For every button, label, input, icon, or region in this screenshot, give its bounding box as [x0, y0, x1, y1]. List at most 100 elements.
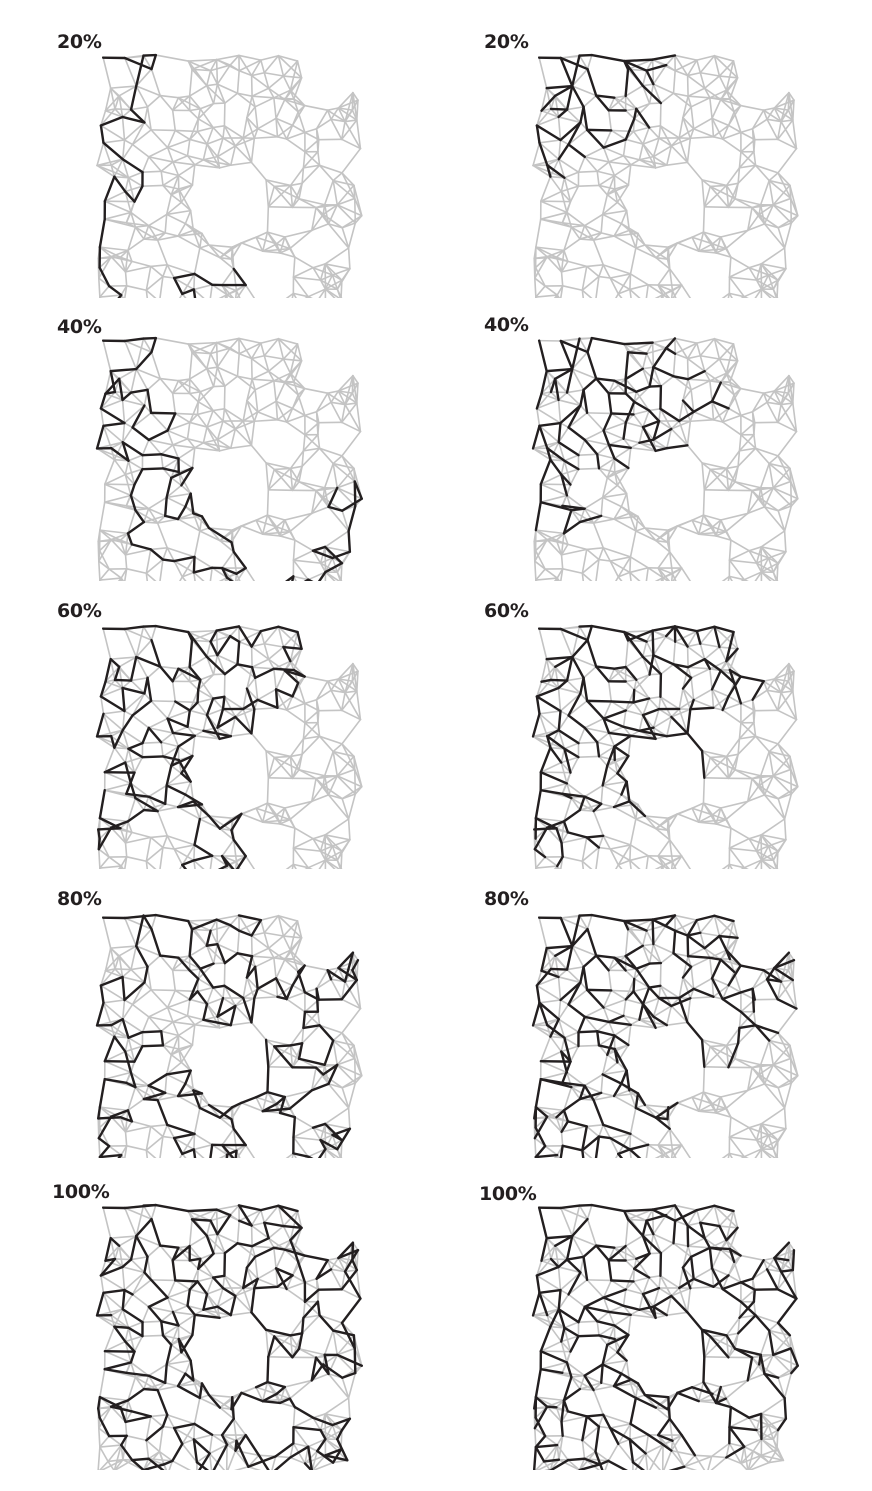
- network-edge: [713, 337, 739, 362]
- network-edge: [703, 184, 728, 208]
- network-edge: [193, 1148, 205, 1158]
- network-edge: [143, 232, 166, 240]
- network-edge: [701, 462, 728, 470]
- network-edge: [711, 519, 722, 528]
- network-edge: [240, 525, 264, 535]
- network-edge: [579, 238, 595, 241]
- highlighted-edge: [121, 441, 144, 457]
- highlighted-edge: [595, 94, 610, 112]
- highlighted-edge: [596, 453, 601, 470]
- highlighted-edge: [585, 699, 613, 703]
- network-edge: [709, 97, 713, 120]
- network-edge: [337, 678, 354, 682]
- network-edge: [337, 107, 346, 123]
- network-edge: [187, 629, 218, 633]
- network-edge: [337, 374, 354, 392]
- network-edge: [336, 1057, 356, 1066]
- highlighted-edge: [681, 399, 695, 414]
- highlighted-path-edges: [95, 624, 306, 869]
- network-diagram: [95, 624, 363, 869]
- network-edge: [267, 658, 275, 670]
- highlighted-edge: [549, 107, 569, 111]
- highlighted-edge: [196, 688, 200, 704]
- network-edge: [715, 823, 732, 829]
- network-edge: [273, 184, 292, 188]
- network-edge: [148, 1016, 174, 1023]
- network-edge: [147, 507, 166, 517]
- network-edge: [197, 962, 215, 980]
- network-edge: [598, 558, 611, 562]
- network-edge: [668, 268, 674, 292]
- network-edge: [560, 176, 566, 193]
- network-edge: [739, 104, 765, 112]
- network-edge: [125, 568, 148, 575]
- network-edge: [165, 780, 192, 787]
- highlighted-edge: [221, 695, 226, 711]
- network-edge: [267, 756, 276, 779]
- highlighted-edge: [616, 754, 630, 775]
- network-edge: [762, 392, 768, 404]
- network-edge: [319, 850, 327, 861]
- network-edge: [202, 158, 221, 169]
- network-edge: [602, 264, 611, 279]
- network-edge: [267, 358, 285, 373]
- highlighted-edge: [557, 709, 562, 732]
- network-edge: [134, 226, 145, 240]
- network-edge: [273, 89, 292, 99]
- network-edge: [773, 678, 782, 694]
- network-edge: [251, 95, 275, 99]
- network-edge: [324, 279, 343, 290]
- network-edge: [326, 678, 340, 683]
- highlighted-edge: [641, 425, 657, 453]
- highlighted-edge: [109, 657, 121, 668]
- network-edge: [232, 1128, 238, 1152]
- network-edge: [570, 509, 581, 523]
- network-edge: [535, 285, 546, 298]
- network-edge: [740, 410, 754, 417]
- network-edge: [246, 95, 253, 119]
- network-edge: [624, 680, 636, 691]
- network-edge: [655, 827, 671, 841]
- network-edge: [766, 689, 782, 694]
- network-edge: [261, 1091, 269, 1112]
- network-edge: [159, 665, 180, 670]
- network-edge: [665, 145, 673, 166]
- network-edge: [253, 418, 279, 423]
- network-edge: [187, 60, 212, 72]
- network-edge: [686, 74, 706, 90]
- network-edge: [131, 143, 150, 158]
- highlighted-edge: [230, 541, 235, 554]
- network-edge: [711, 807, 722, 816]
- network-edge: [242, 420, 253, 447]
- network-edge: [538, 425, 560, 444]
- network-edge: [674, 54, 689, 77]
- network-edge: [267, 185, 276, 208]
- network-edge: [160, 453, 164, 470]
- network-edge: [170, 476, 183, 487]
- network-edge: [672, 375, 692, 391]
- highlighted-edge: [546, 734, 552, 749]
- network-edge: [740, 421, 756, 436]
- highlighted-edge: [200, 515, 211, 530]
- network-edge: [557, 158, 580, 173]
- highlighted-edge: [553, 367, 574, 380]
- network-edge: [218, 1153, 228, 1158]
- network-edge: [609, 848, 620, 866]
- network-edge: [282, 75, 292, 91]
- network-edge: [341, 172, 356, 200]
- network-edge: [181, 1133, 196, 1155]
- network-edge: [773, 390, 782, 406]
- network-edge: [322, 203, 326, 216]
- network-edge: [754, 735, 770, 753]
- network-edge: [645, 58, 654, 72]
- network-edge: [196, 130, 208, 145]
- highlighted-edge: [557, 108, 569, 119]
- network-edge: [772, 859, 779, 869]
- network-edge: [124, 260, 133, 273]
- network-edge: [763, 487, 775, 508]
- highlighted-edge: [172, 272, 196, 280]
- network-edge: [124, 543, 133, 556]
- network-edge: [550, 679, 560, 689]
- network-edge: [250, 59, 262, 77]
- network-edge: [324, 571, 336, 581]
